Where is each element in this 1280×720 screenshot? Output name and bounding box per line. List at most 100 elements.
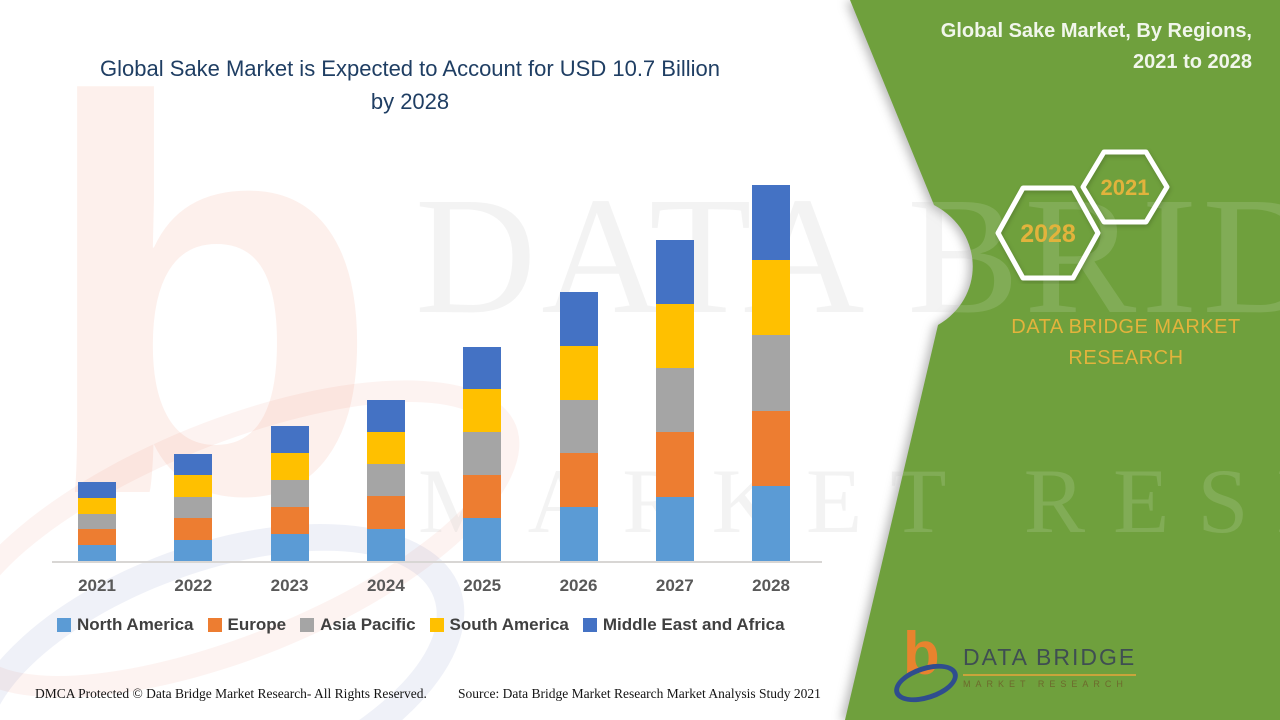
bar-2024-segment-south-america <box>366 431 405 465</box>
bar-2024 <box>366 399 405 561</box>
bar-2026-segment-south-america <box>559 345 598 400</box>
legend-swatch-north-america <box>57 618 71 632</box>
chart-legend: North America Europe Asia Pacific South Ame… <box>57 615 785 635</box>
legend-swatch-europe <box>207 618 222 632</box>
legend-swatch-south-america <box>429 618 444 632</box>
legend-label-north-america: North America <box>77 615 194 634</box>
bar-2023 <box>270 425 309 561</box>
bar-2026-segment-north-america <box>559 507 598 561</box>
legend-label-middle-east-and-africa: Middle East and Africa <box>602 615 785 634</box>
hexagon-badges: 2021 2028 <box>995 149 1170 281</box>
bar-2026 <box>559 292 598 561</box>
panel-title: Global Sake Market, By Regions, 2021 to … <box>832 16 1252 78</box>
chart-title-line2: by 2028 <box>370 89 450 114</box>
bar-2028-segment-middle-east-and-africa <box>752 185 791 261</box>
x-axis-label-2025: 2025 <box>463 576 502 595</box>
legend-item-south-america: South America <box>429 615 569 635</box>
bar-2028-segment-europe <box>752 410 791 486</box>
bar-2021-segment-north-america <box>78 545 116 561</box>
hexagon-2028 <box>995 185 1101 281</box>
x-axis-label-2028: 2028 <box>752 576 790 595</box>
panel-title-line1: Global Sake Market, By Regions, <box>940 20 1252 42</box>
legend-label-asia-pacific: Asia Pacific <box>320 615 416 634</box>
logo-name-text: DATA BRIDGE <box>963 644 1137 676</box>
legend-swatch-middle-east-and-africa <box>582 618 597 632</box>
bar-2027-segment-north-america <box>655 496 694 561</box>
bar-2023-segment-north-america <box>270 533 309 561</box>
bar-2027-segment-asia-pacific <box>655 368 694 433</box>
bar-2022-segment-europe <box>174 518 213 540</box>
bar-2025-segment-asia-pacific <box>463 432 502 476</box>
dmca-notice: DMCA Protected © Data Bridge Market Rese… <box>35 686 427 701</box>
legend-label-europe: Europe <box>227 615 287 634</box>
logo-b-letter-icon: b <box>903 620 940 687</box>
logo-sub-text: MARKET RESEARCH <box>963 679 1128 689</box>
brand-wordmark-line2: RESEARCH <box>1068 347 1184 369</box>
chart-title: Global Sake Market is Expected to Accoun… <box>15 52 805 118</box>
bar-2025-segment-north-america <box>463 518 502 561</box>
x-axis-label-2027: 2027 <box>655 576 694 595</box>
legend-item-middle-east-and-africa: Middle East and Africa <box>582 615 785 635</box>
bar-2021-segment-europe <box>78 529 116 546</box>
bar-2027-segment-europe <box>655 432 694 497</box>
bar-2026-segment-europe <box>559 453 598 508</box>
bar-2022-segment-middle-east-and-africa <box>174 454 213 476</box>
x-axis-label-2022: 2022 <box>174 576 213 595</box>
bar-2025-segment-europe <box>463 475 502 519</box>
bar-2025-segment-south-america <box>463 389 502 433</box>
bar-2028-segment-asia-pacific <box>752 335 791 411</box>
bar-2027-segment-south-america <box>655 303 694 369</box>
bar-2021-segment-south-america <box>78 497 116 514</box>
bar-2021 <box>78 482 116 561</box>
chart-title-line1: Global Sake Market is Expected to Accoun… <box>100 56 720 81</box>
bar-2021-segment-middle-east-and-africa <box>78 482 116 498</box>
panel-title-line2: 2021 to 2028 <box>1133 51 1252 73</box>
x-axis-label-2024: 2024 <box>366 576 405 595</box>
logo-swoosh-icon <box>889 656 963 710</box>
bar-2027 <box>655 239 694 561</box>
bar-2023-segment-middle-east-and-africa <box>270 425 309 453</box>
legend-item-asia-pacific: Asia Pacific <box>300 615 416 635</box>
bar-2028 <box>752 185 791 561</box>
bar-2022-segment-north-america <box>174 539 213 561</box>
legend-label-south-america: South America <box>449 615 569 634</box>
bar-2026-segment-asia-pacific <box>559 399 598 454</box>
bar-2024-segment-middle-east-and-africa <box>366 399 405 432</box>
bar-2022-segment-asia-pacific <box>174 496 213 519</box>
bar-2026-segment-middle-east-and-africa <box>559 292 598 346</box>
brand-wordmark-line1: DATA BRIDGE MARKET <box>1011 316 1241 338</box>
bar-2021-segment-asia-pacific <box>78 513 116 530</box>
bar-2023-segment-south-america <box>270 452 309 480</box>
bar-2024-segment-asia-pacific <box>366 464 405 497</box>
legend-item-europe: Europe <box>207 615 287 635</box>
brand-wordmark: DATA BRIDGE MARKET RESEARCH <box>990 312 1262 374</box>
bar-2028-segment-north-america <box>752 485 791 561</box>
bar-2028-segment-south-america <box>752 260 791 336</box>
bar-2023-segment-europe <box>270 506 309 534</box>
bar-2025-segment-middle-east-and-africa <box>463 346 502 390</box>
hexagon-2021-label: 2021 <box>1101 175 1150 200</box>
bar-2027-segment-middle-east-and-africa <box>655 239 694 304</box>
company-logo: b DATA BRIDGE MARKET RESEARCH <box>889 624 1137 710</box>
legend-item-north-america: North America <box>57 615 194 635</box>
bar-2024-segment-north-america <box>366 528 405 561</box>
source-note: Source: Data Bridge Market Research Mark… <box>458 686 821 701</box>
x-axis-label-2023: 2023 <box>270 576 309 595</box>
logo-mark: b <box>889 624 963 710</box>
bar-2023-segment-asia-pacific <box>270 479 309 507</box>
hexagon-2021 <box>1080 149 1170 225</box>
x-axis-label-2021: 2021 <box>78 576 116 595</box>
bar-2022-segment-south-america <box>174 475 213 497</box>
bar-2025 <box>463 346 502 561</box>
bar-2024-segment-europe <box>366 496 405 529</box>
hexagon-2028-label: 2028 <box>1020 220 1076 248</box>
x-axis-line <box>52 561 822 563</box>
bar-2022 <box>174 454 213 561</box>
green-panel-shape <box>845 0 1280 720</box>
x-axis-label-2026: 2026 <box>559 576 598 595</box>
legend-swatch-asia-pacific <box>300 618 315 632</box>
